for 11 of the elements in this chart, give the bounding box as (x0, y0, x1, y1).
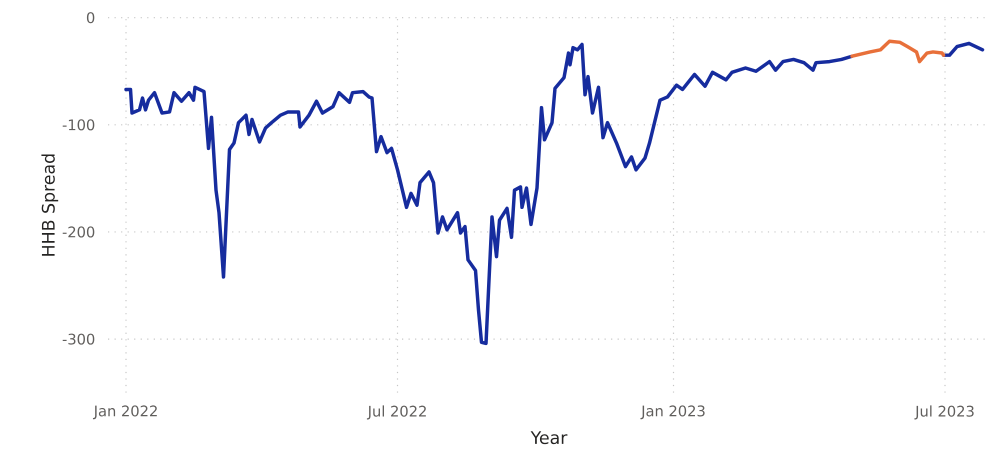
x-axis-title: Year (530, 431, 568, 444)
x-tick-label: Jul 2023 (914, 405, 974, 420)
x-tick-label: Jan 2022 (92, 405, 157, 420)
y-tick-label: -100 (62, 119, 94, 130)
y-axis-title: HHB Spread (41, 154, 58, 256)
line-series (850, 40, 946, 64)
x-tick-label: Jan 2023 (640, 405, 705, 420)
x-tick-label: Jul 2022 (366, 405, 426, 420)
y-tick-label: -200 (62, 226, 94, 238)
y-tick-label: -300 (62, 334, 94, 345)
y-tick-label: 0 (86, 12, 94, 24)
